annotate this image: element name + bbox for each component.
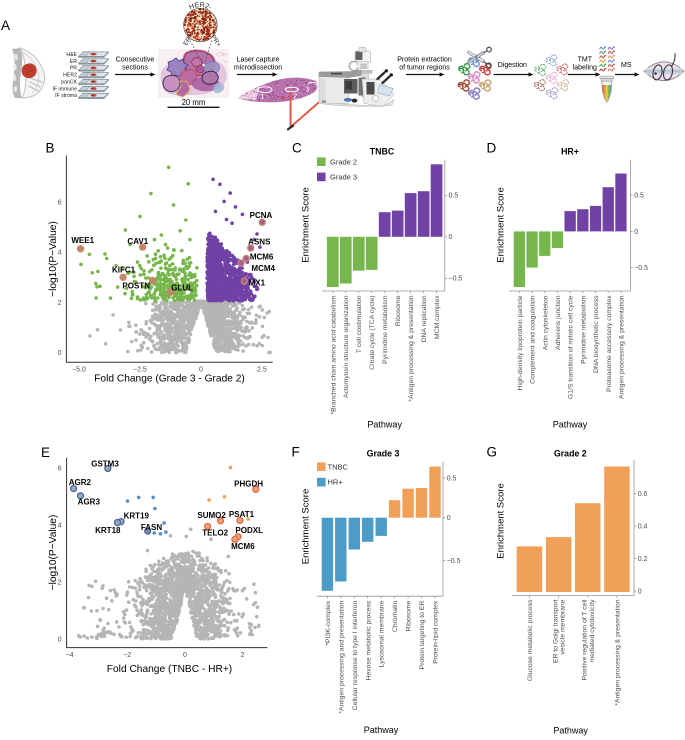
- svg-text:HER2: HER2: [63, 73, 77, 79]
- svg-text:microdissection: microdissection: [234, 65, 282, 72]
- svg-text:TMT: TMT: [578, 57, 593, 64]
- svg-text:Fold Change (TNBC - HR+): Fold Change (TNBC - HR+): [107, 664, 232, 675]
- svg-text:HER2-: HER2-: [188, 2, 213, 12]
- svg-text:−2.5: −2.5: [133, 367, 147, 374]
- svg-text:0.5: 0.5: [449, 193, 459, 200]
- svg-text:0: 0: [183, 652, 187, 659]
- svg-text:*Branched chain amino acid cat: *Branched chain amino acid catabolism: [330, 295, 337, 414]
- svg-text:of tumor regions: of tumor regions: [399, 65, 450, 72]
- svg-text:Actin cytoskeleton: Actin cytoskeleton: [542, 295, 549, 350]
- svg-text:20 mm: 20 mm: [182, 98, 206, 107]
- svg-text:D: D: [487, 140, 497, 155]
- svg-text:GLUL: GLUL: [171, 284, 193, 293]
- svg-text:ASNS: ASNS: [248, 238, 271, 247]
- svg-text:6: 6: [58, 466, 62, 473]
- svg-text:MS: MS: [621, 62, 632, 69]
- svg-text:Enrichment Score: Enrichment Score: [496, 187, 507, 263]
- svg-text:*Antigen processing & presenta: *Antigen processing & presentation: [408, 295, 415, 401]
- svg-text:2.5: 2.5: [257, 367, 267, 374]
- svg-text:−4: −4: [66, 652, 74, 659]
- svg-text:HR+: HR+: [561, 147, 579, 157]
- svg-text:E: E: [41, 445, 50, 460]
- svg-text:Citrate cycle (TCA cycle): Citrate cycle (TCA cycle): [369, 296, 376, 370]
- svg-text:2: 2: [58, 300, 62, 307]
- svg-text:IF stroma: IF stroma: [55, 93, 77, 99]
- svg-text:−log10(P−Value): −log10(P−Value): [48, 221, 59, 297]
- svg-text:Pyrimidine metabolism: Pyrimidine metabolism: [580, 295, 587, 364]
- svg-text:MCM4: MCM4: [251, 264, 275, 273]
- svg-text:Antigen processing & presentat: Antigen processing & presentation: [618, 295, 625, 399]
- svg-text:High-density lipoprotein parti: High-density lipoprotein particle: [517, 295, 524, 390]
- svg-text:MX1: MX1: [249, 279, 266, 288]
- svg-text:Grade 3: Grade 3: [330, 173, 357, 182]
- svg-text:KIFC1: KIFC1: [112, 266, 136, 275]
- svg-text:2: 2: [293, 92, 297, 101]
- svg-text:0: 0: [58, 350, 62, 357]
- svg-text:C: C: [292, 140, 302, 155]
- svg-text:0: 0: [58, 637, 62, 644]
- svg-text:B: B: [46, 140, 55, 155]
- svg-text:1: 1: [261, 92, 265, 101]
- svg-text:H&E: H&E: [66, 52, 77, 58]
- svg-text:Actomyosin structure organizat: Actomyosin structure organization: [343, 295, 350, 398]
- svg-text:DNA biosynthetic process: DNA biosynthetic process: [593, 295, 600, 373]
- svg-text:−2: −2: [123, 652, 131, 659]
- svg-text:0: 0: [449, 234, 453, 241]
- svg-text:Grade 2: Grade 2: [330, 157, 357, 166]
- svg-text:Complement and coagulation: Complement and coagulation: [530, 295, 537, 384]
- svg-text:panCK: panCK: [61, 79, 77, 85]
- svg-text:3: 3: [306, 85, 310, 94]
- svg-text:Enrichment Score: Enrichment Score: [301, 187, 312, 263]
- svg-text:MCM6: MCM6: [250, 252, 274, 261]
- svg-text:WEE1: WEE1: [71, 236, 94, 245]
- svg-text:Protein extraction: Protein extraction: [397, 57, 452, 64]
- svg-text:0: 0: [199, 367, 203, 374]
- svg-text:4: 4: [58, 250, 62, 257]
- svg-text:−0.5: −0.5: [449, 276, 463, 283]
- svg-text:labeling: labeling: [573, 65, 597, 72]
- svg-text:sections: sections: [122, 65, 148, 72]
- svg-text:Fold Change (Grade 3 - Grade 2: Fold Change (Grade 3 - Grade 2): [94, 374, 245, 385]
- svg-text:PCNA: PCNA: [250, 211, 273, 220]
- svg-text:TNBC: TNBC: [370, 147, 395, 157]
- svg-text:DNA replication: DNA replication: [421, 295, 428, 342]
- svg-text:Adherens junction: Adherens junction: [555, 295, 562, 350]
- svg-text:2: 2: [241, 652, 245, 659]
- svg-text:0: 0: [634, 229, 638, 236]
- svg-text:Laser capture: Laser capture: [237, 57, 280, 64]
- svg-text:−5.0: −5.0: [72, 367, 86, 374]
- svg-text:MCM complex: MCM complex: [434, 295, 441, 339]
- svg-text:Pyrimidine metabolism: Pyrimidine metabolism: [382, 295, 389, 364]
- svg-text:Pathway: Pathway: [367, 420, 402, 430]
- svg-text:G1/S transition of mitotic cel: G1/S transition of mitotic cell cycle: [568, 295, 575, 399]
- svg-text:−log10(P−Value): −log10(P−Value): [48, 515, 59, 591]
- svg-text:CAV1: CAV1: [127, 237, 148, 246]
- svg-text:PR: PR: [70, 66, 77, 72]
- svg-text:IF immune: IF immune: [52, 86, 77, 92]
- svg-text:Pathway: Pathway: [553, 420, 588, 430]
- svg-text:ER: ER: [70, 59, 77, 65]
- svg-text:−0.5: −0.5: [634, 265, 648, 272]
- svg-text:Consecutive: Consecutive: [116, 57, 155, 64]
- svg-text:Proteasome accessory complex: Proteasome accessory complex: [606, 295, 613, 392]
- svg-text:Digestion: Digestion: [498, 62, 527, 69]
- svg-text:6: 6: [58, 199, 62, 206]
- svg-text:POSTN: POSTN: [122, 282, 150, 291]
- svg-text:Ribosome: Ribosome: [395, 295, 402, 326]
- svg-text:A: A: [1, 18, 10, 33]
- svg-text:T cell costimulation: T cell costimulation: [356, 295, 363, 353]
- svg-text:0.5: 0.5: [634, 193, 644, 200]
